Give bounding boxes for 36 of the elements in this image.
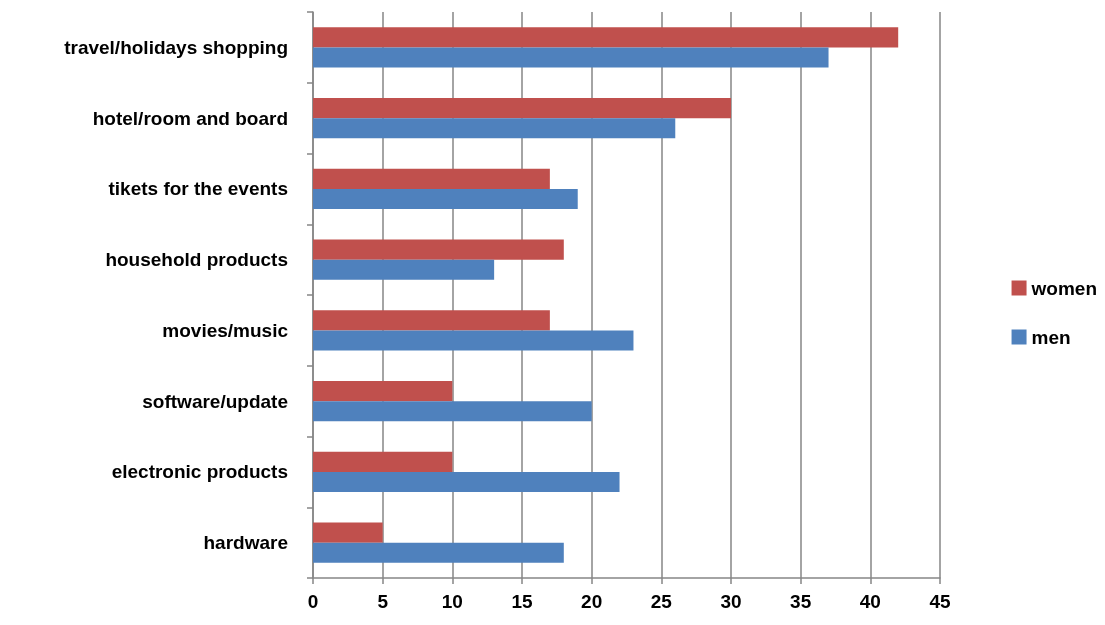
bar (313, 97, 731, 119)
x-tick-label: 30 (720, 591, 742, 612)
bar (313, 310, 550, 331)
bar (313, 168, 550, 189)
bar (313, 118, 676, 139)
bar (313, 239, 564, 260)
bar (313, 47, 829, 68)
y-tick-label: hardware (203, 532, 288, 554)
y-tick-label: software/update (142, 390, 288, 412)
bar (313, 401, 592, 422)
bar (313, 27, 899, 48)
x-tick-label: 0 (307, 591, 319, 612)
y-tick-label: electronic products (111, 461, 288, 483)
x-tick-label: 25 (650, 591, 673, 612)
y-tick-label: hotel/room and board (92, 107, 288, 129)
x-tick-label: 40 (859, 591, 881, 612)
x-tick-label: 10 (441, 591, 463, 612)
bar (313, 471, 620, 493)
x-tick-label: 35 (790, 591, 812, 612)
x-tick-label: 20 (581, 591, 603, 612)
bar (313, 380, 453, 402)
legend-label: women (1030, 277, 1097, 299)
x-tick-label: 15 (511, 591, 533, 612)
y-tick-label: travel/holidays shopping (64, 36, 288, 58)
legend-label: men (1031, 326, 1071, 348)
bar (313, 451, 453, 472)
bar (313, 542, 564, 563)
y-tick-label: household products (105, 249, 288, 271)
bar (313, 259, 495, 280)
x-tick-label: 45 (929, 591, 951, 612)
bar (313, 188, 578, 210)
y-tick-label: movies/music (162, 319, 289, 341)
x-tick-label: 5 (377, 591, 389, 612)
bar (313, 522, 383, 543)
bar (313, 330, 634, 351)
y-tick-label: tikets for the events (108, 178, 288, 200)
